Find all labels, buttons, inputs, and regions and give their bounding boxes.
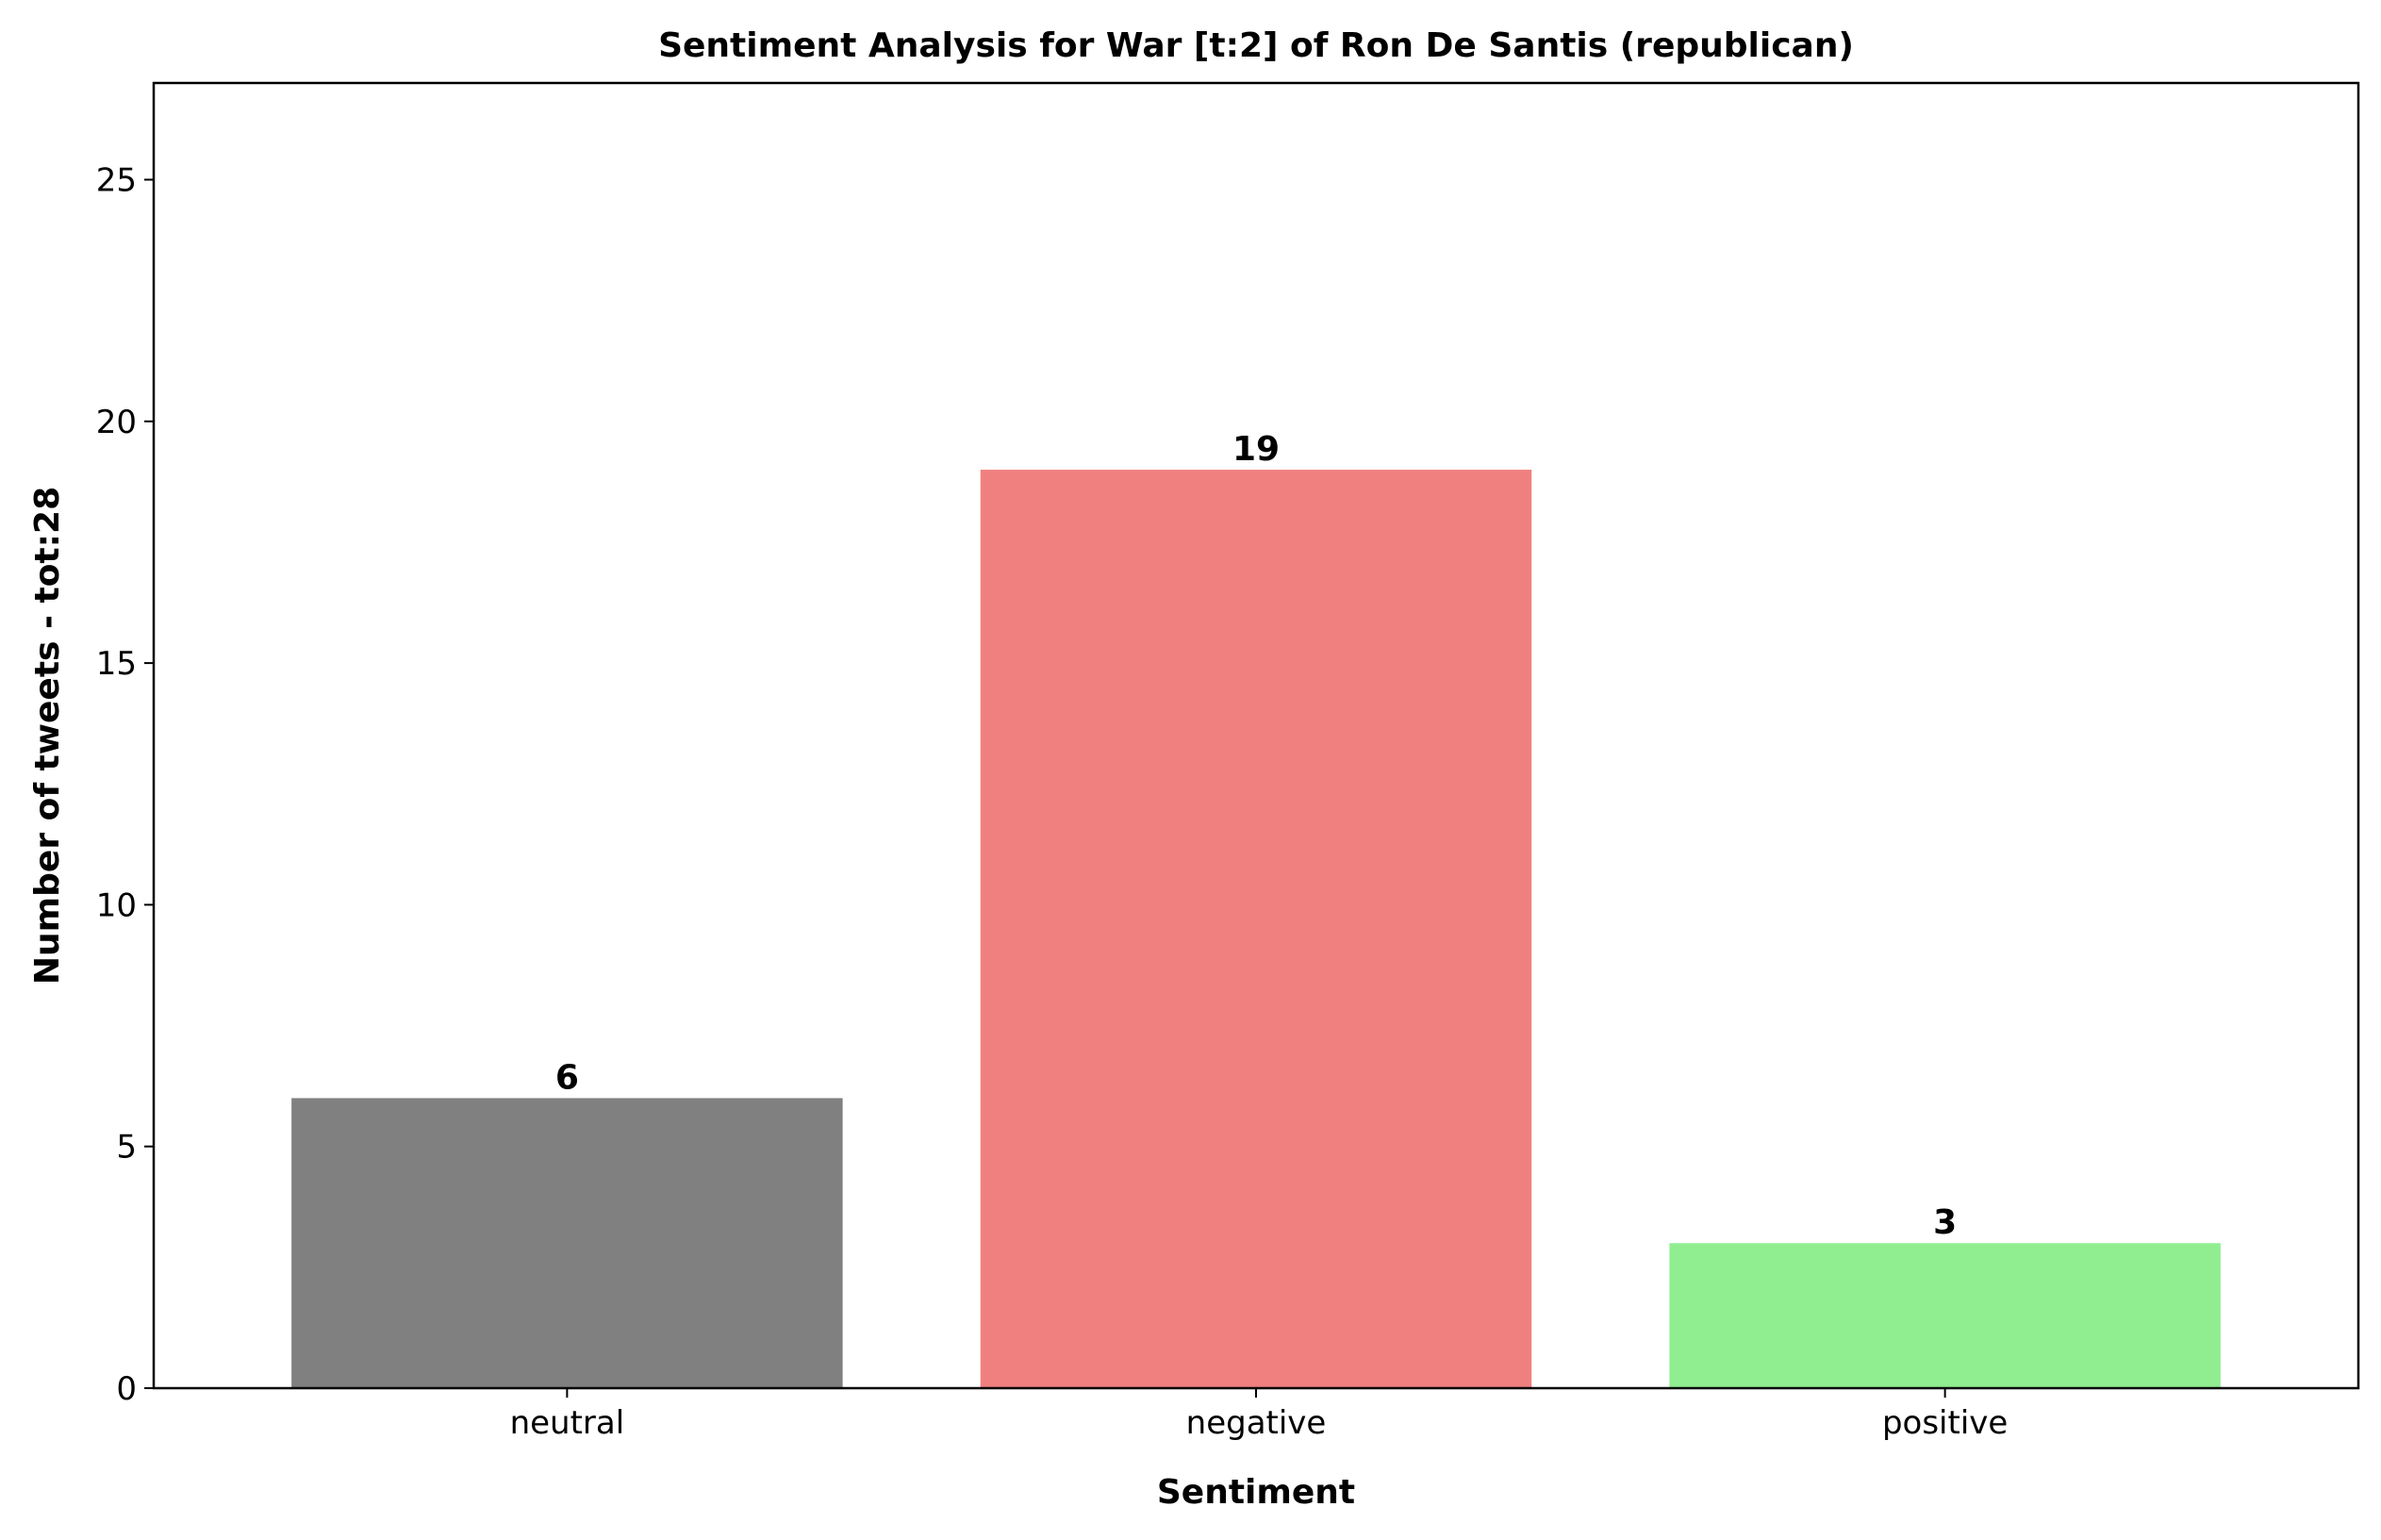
data-label-positive: 3 [1933, 1203, 1957, 1242]
y-tick-label: 20 [96, 404, 137, 441]
y-tick-label: 25 [96, 162, 137, 200]
bars [291, 470, 2221, 1388]
y-axis-label: Number of tweets - tot:28 [28, 487, 67, 985]
y-tick-label: 0 [116, 1370, 137, 1408]
x-axis-ticks: neutral negative positive [510, 1388, 2008, 1442]
bar-neutral [291, 1098, 843, 1388]
y-axis-ticks: 0 5 10 15 20 25 [96, 162, 154, 1408]
x-tick-label-neutral: neutral [510, 1404, 625, 1442]
y-tick-label: 15 [96, 645, 137, 683]
chart-title: Sentiment Analysis for War [t:2] of Ron … [658, 26, 1854, 65]
x-axis-label: Sentiment [1157, 1473, 1355, 1512]
plot-frame [152, 81, 2360, 1390]
bar-positive [1669, 1243, 2221, 1388]
x-tick-label-negative: negative [1186, 1404, 1327, 1442]
y-tick-label: 5 [116, 1129, 137, 1167]
bar-negative [980, 470, 1532, 1388]
data-label-negative: 19 [1232, 430, 1280, 469]
data-label-neutral: 6 [555, 1058, 579, 1097]
x-tick-label-positive: positive [1882, 1404, 2008, 1442]
y-tick-label: 10 [96, 886, 137, 924]
data-labels: 6 19 3 [555, 430, 1957, 1242]
